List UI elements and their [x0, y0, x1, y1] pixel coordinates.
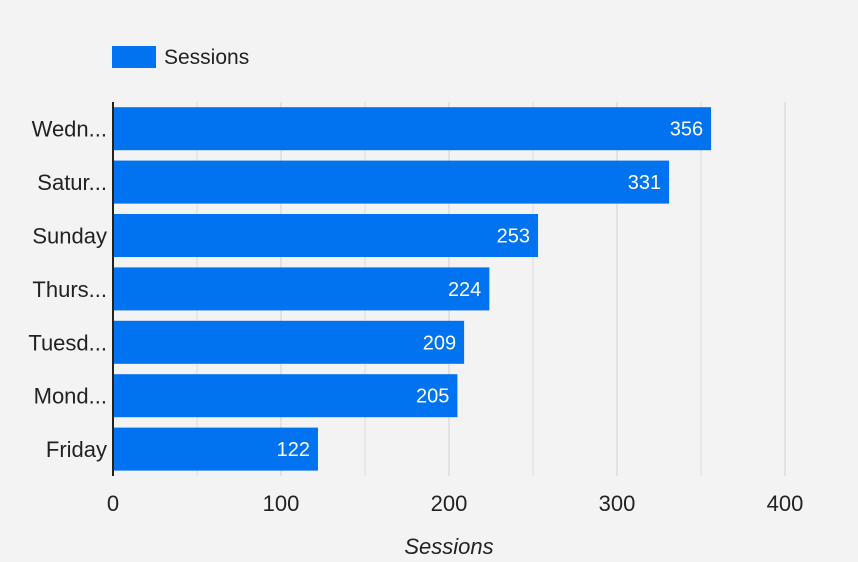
category-label: Wedn...	[32, 117, 107, 142]
category-label: Tuesd...	[28, 330, 107, 355]
bar	[113, 214, 539, 257]
legend: Sessions	[112, 46, 249, 69]
x-tick-label: 400	[767, 491, 804, 516]
data-label: 253	[497, 226, 530, 248]
x-tick-label: 100	[263, 491, 300, 516]
category-label: Satur...	[37, 170, 107, 195]
data-labels: 356 331 253 224 209 205 122	[277, 119, 703, 461]
bar	[113, 427, 318, 471]
data-label: 224	[448, 279, 481, 301]
legend-swatch	[112, 46, 156, 68]
bar	[113, 320, 465, 364]
data-label: 122	[277, 439, 310, 461]
x-axis-title: Sessions	[404, 534, 493, 559]
bar	[113, 374, 458, 418]
x-tick-labels: 0 100 200 300 400	[107, 491, 803, 516]
x-tick-label: 200	[431, 491, 468, 516]
data-label: 205	[416, 386, 449, 408]
x-tick-label: 0	[107, 491, 119, 516]
x-tick-label: 300	[599, 491, 636, 516]
category-labels: Wedn... Satur... Sunday Thurs... Tuesd... Mon…	[28, 117, 107, 462]
category-label: Sunday	[32, 224, 107, 249]
bar	[113, 160, 670, 204]
category-label: Friday	[46, 437, 107, 462]
category-label: Thurs...	[32, 277, 107, 302]
bars	[113, 107, 712, 471]
category-label: Mond...	[34, 384, 107, 409]
bar	[113, 267, 490, 311]
data-label: 356	[670, 119, 703, 141]
legend-label: Sessions	[164, 46, 249, 69]
data-label: 331	[628, 172, 661, 194]
data-label: 209	[423, 332, 456, 354]
bar	[113, 107, 712, 151]
